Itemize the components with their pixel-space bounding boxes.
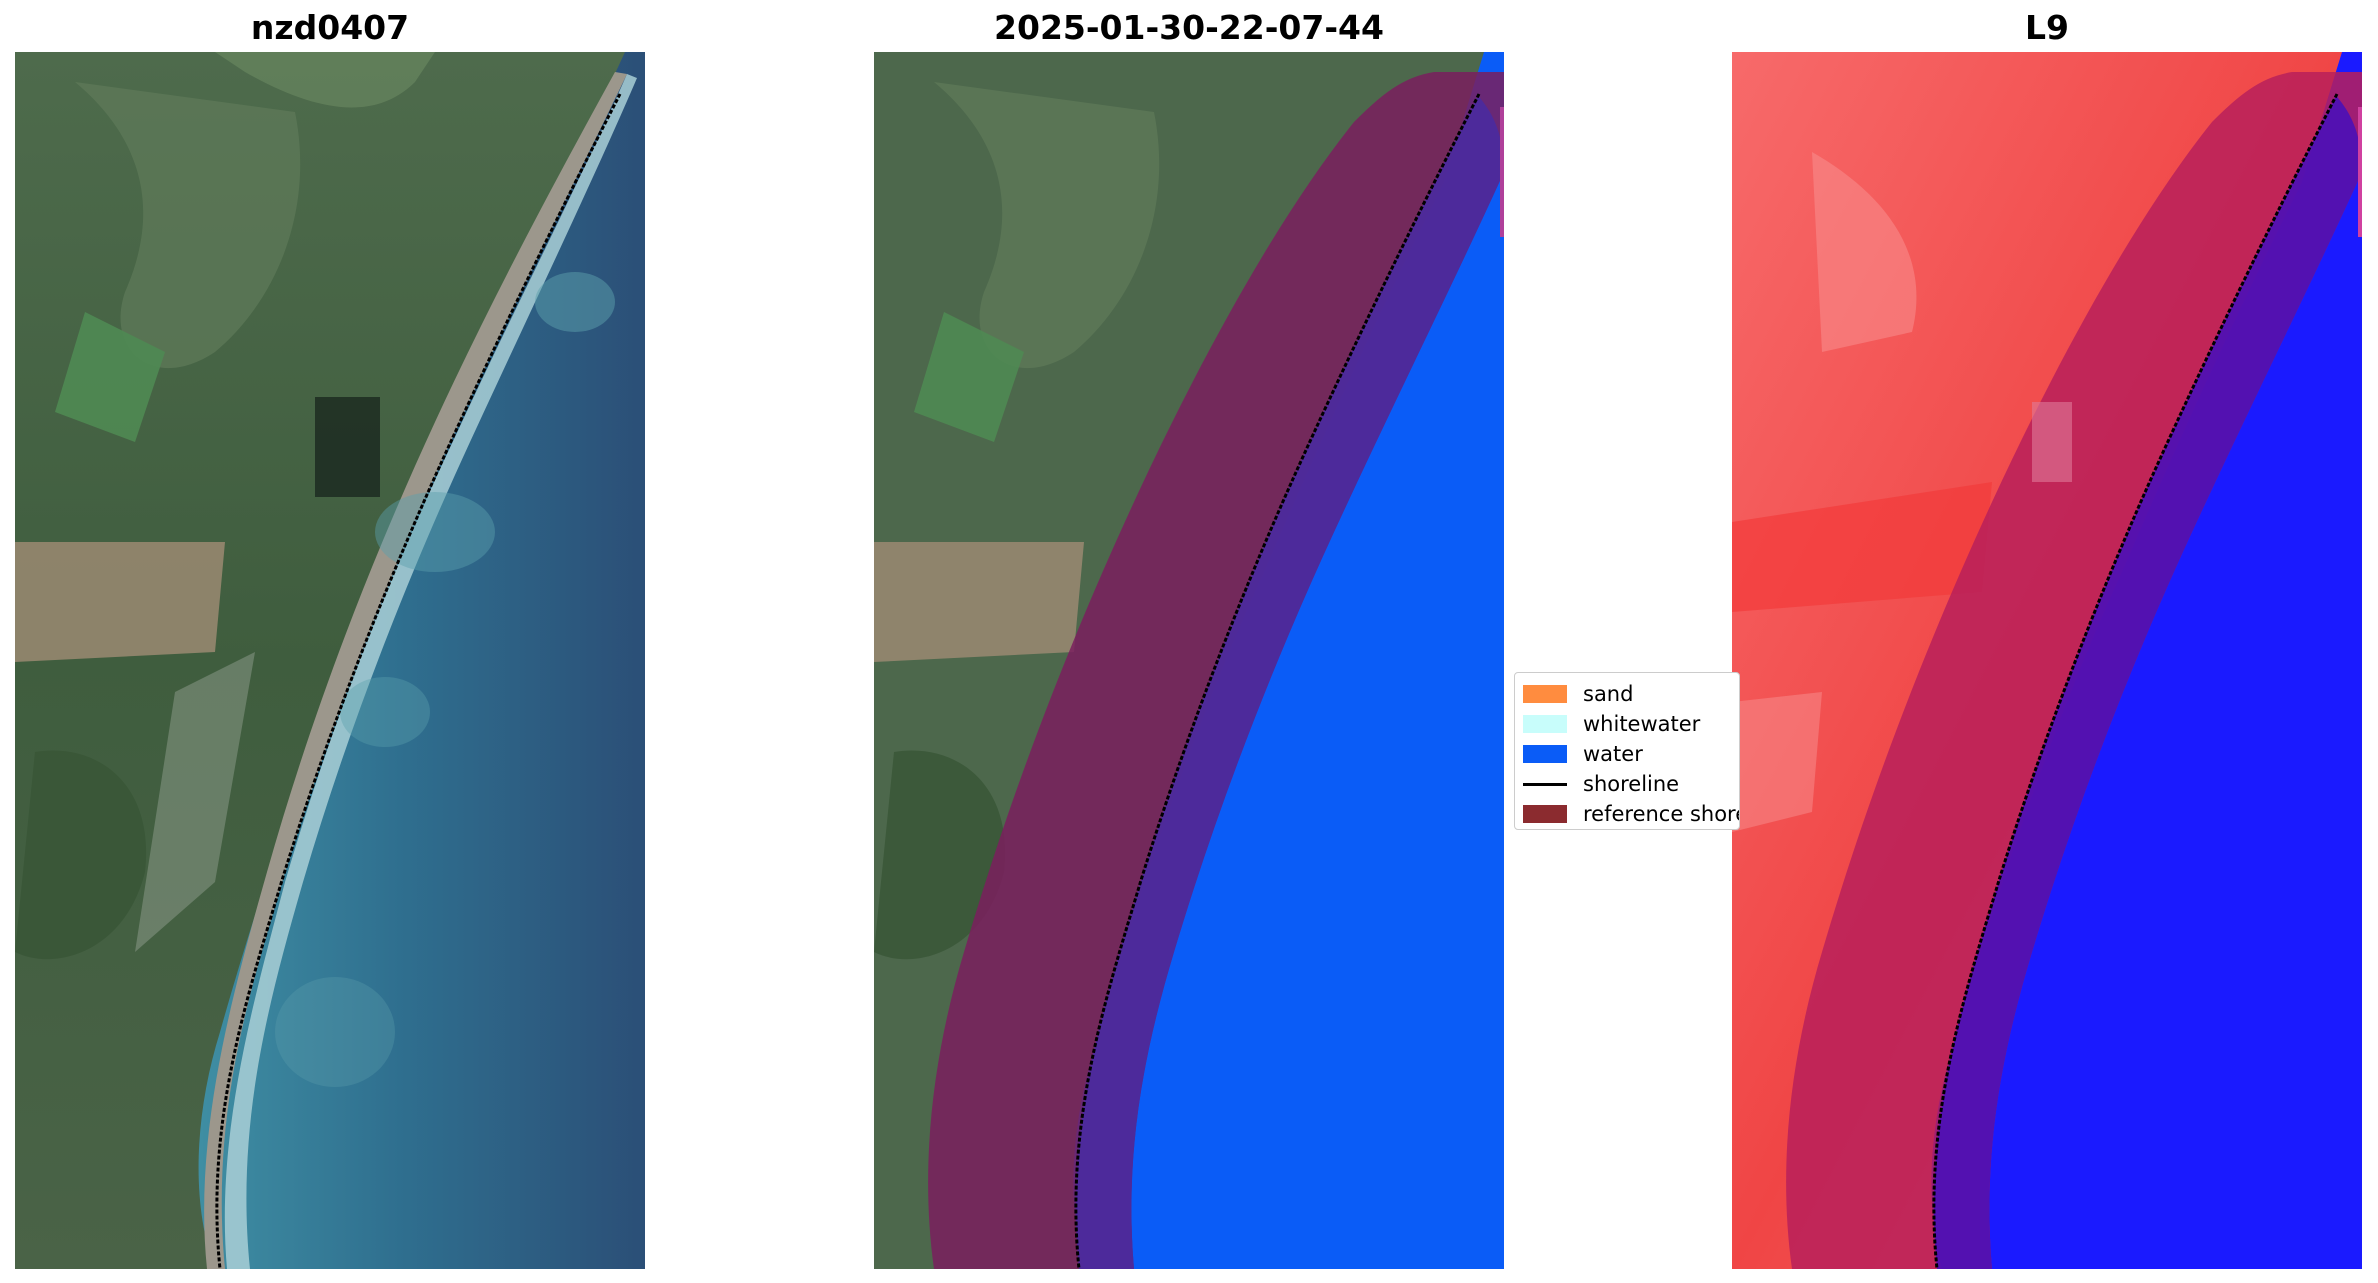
water-swatch [1523, 745, 1567, 763]
legend: sand whitewater water shoreline referenc… [1514, 672, 1740, 830]
sand-swatch [1523, 685, 1567, 703]
shoreline-line-swatch [1523, 782, 1567, 786]
legend-item-water: water [1523, 741, 1643, 767]
legend-label-whitewater: whitewater [1583, 712, 1701, 736]
rgb-image-panel [15, 52, 645, 1269]
rgb-satellite-image [15, 52, 645, 1269]
index-image-panel [1732, 52, 2362, 1269]
legend-label-sand: sand [1583, 682, 1634, 706]
classified-image-panel [874, 52, 1504, 1269]
panel-title-index: L9 [2025, 8, 2069, 47]
legend-item-whitewater: whitewater [1523, 711, 1700, 737]
reference-shoreline-swatch [1523, 805, 1567, 823]
legend-item-reference-shoreline: reference shoreline buffer [1523, 801, 1739, 827]
legend-label-shoreline: shoreline [1583, 772, 1680, 796]
legend-item-sand: sand [1523, 681, 1633, 707]
index-image [1732, 52, 2362, 1269]
panel-title-classified: 2025-01-30-22-07-44 [994, 8, 1384, 47]
legend-item-shoreline: shoreline [1523, 771, 1679, 797]
legend-label-reference-shoreline: reference shoreline buffer [1583, 802, 1739, 826]
legend-label-water: water [1583, 742, 1643, 766]
classified-image [874, 52, 1504, 1269]
whitewater-swatch [1523, 715, 1567, 733]
panel-title-rgb: nzd0407 [250, 8, 410, 47]
